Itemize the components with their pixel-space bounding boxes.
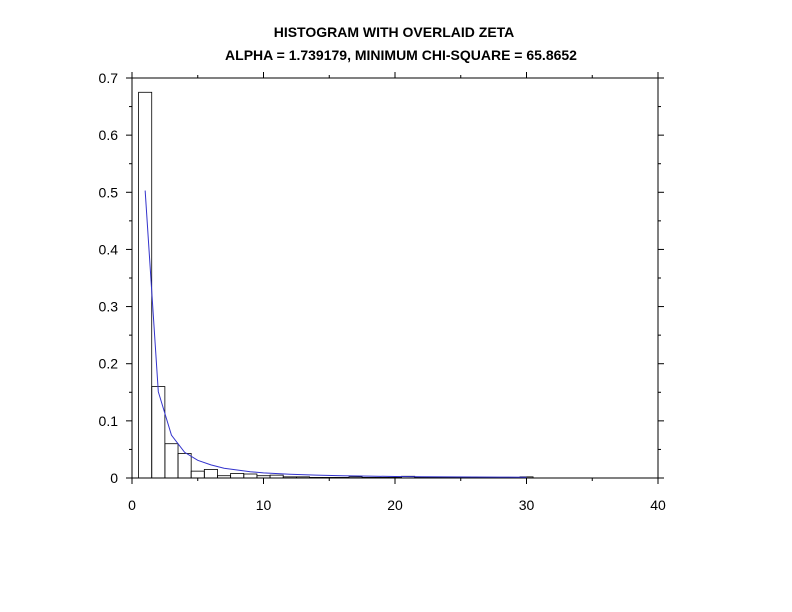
- y-tick-label: 0.5: [99, 184, 119, 200]
- y-tick-label: 0.3: [99, 299, 119, 315]
- x-tick-label: 20: [387, 497, 403, 513]
- y-tick-label: 0.6: [99, 127, 119, 143]
- histogram-bar: [295, 476, 310, 479]
- histogram-bar: [322, 477, 337, 479]
- histogram-bar: [203, 469, 218, 479]
- histogram-bar: [414, 477, 429, 479]
- histogram-bar: [151, 386, 166, 479]
- y-tick-label: 0.1: [99, 413, 119, 429]
- histogram-bar: [427, 477, 442, 479]
- x-tick-label: 40: [650, 497, 666, 513]
- chart-subtitle: ALPHA = 1.739179, MINIMUM CHI-SQUARE = 6…: [225, 47, 577, 63]
- histogram-bar: [256, 475, 271, 479]
- plot-frame: [131, 77, 659, 479]
- histogram-bar: [217, 475, 232, 479]
- x-tick-label: 10: [256, 497, 272, 513]
- histogram-bar: [138, 91, 153, 479]
- histogram-bar: [440, 477, 455, 479]
- histogram-bar: [388, 477, 402, 479]
- histogram-bar: [190, 470, 205, 479]
- histogram-bar: [348, 476, 363, 479]
- histogram-bar: [453, 477, 468, 479]
- histogram-bar: [243, 473, 258, 479]
- histogram-bar: [164, 443, 179, 479]
- histogram-bar: [361, 477, 376, 479]
- y-tick-label: 0: [110, 470, 118, 486]
- chart-title: HISTOGRAM WITH OVERLAID ZETA: [274, 24, 515, 40]
- y-tick-label: 0.4: [99, 241, 119, 257]
- x-tick-label: 0: [128, 497, 136, 513]
- histogram-bar: [374, 477, 389, 479]
- histogram-bar: [309, 477, 324, 479]
- histogram-bar: [335, 477, 350, 479]
- x-tick-label: 30: [519, 497, 535, 513]
- histogram-bar: [177, 453, 192, 479]
- zeta-curve: [144, 190, 527, 478]
- y-tick-label: 0.7: [99, 70, 119, 86]
- y-tick-label: 0.2: [99, 356, 119, 372]
- histogram-bar: [282, 476, 297, 479]
- histogram-bar: [230, 473, 245, 479]
